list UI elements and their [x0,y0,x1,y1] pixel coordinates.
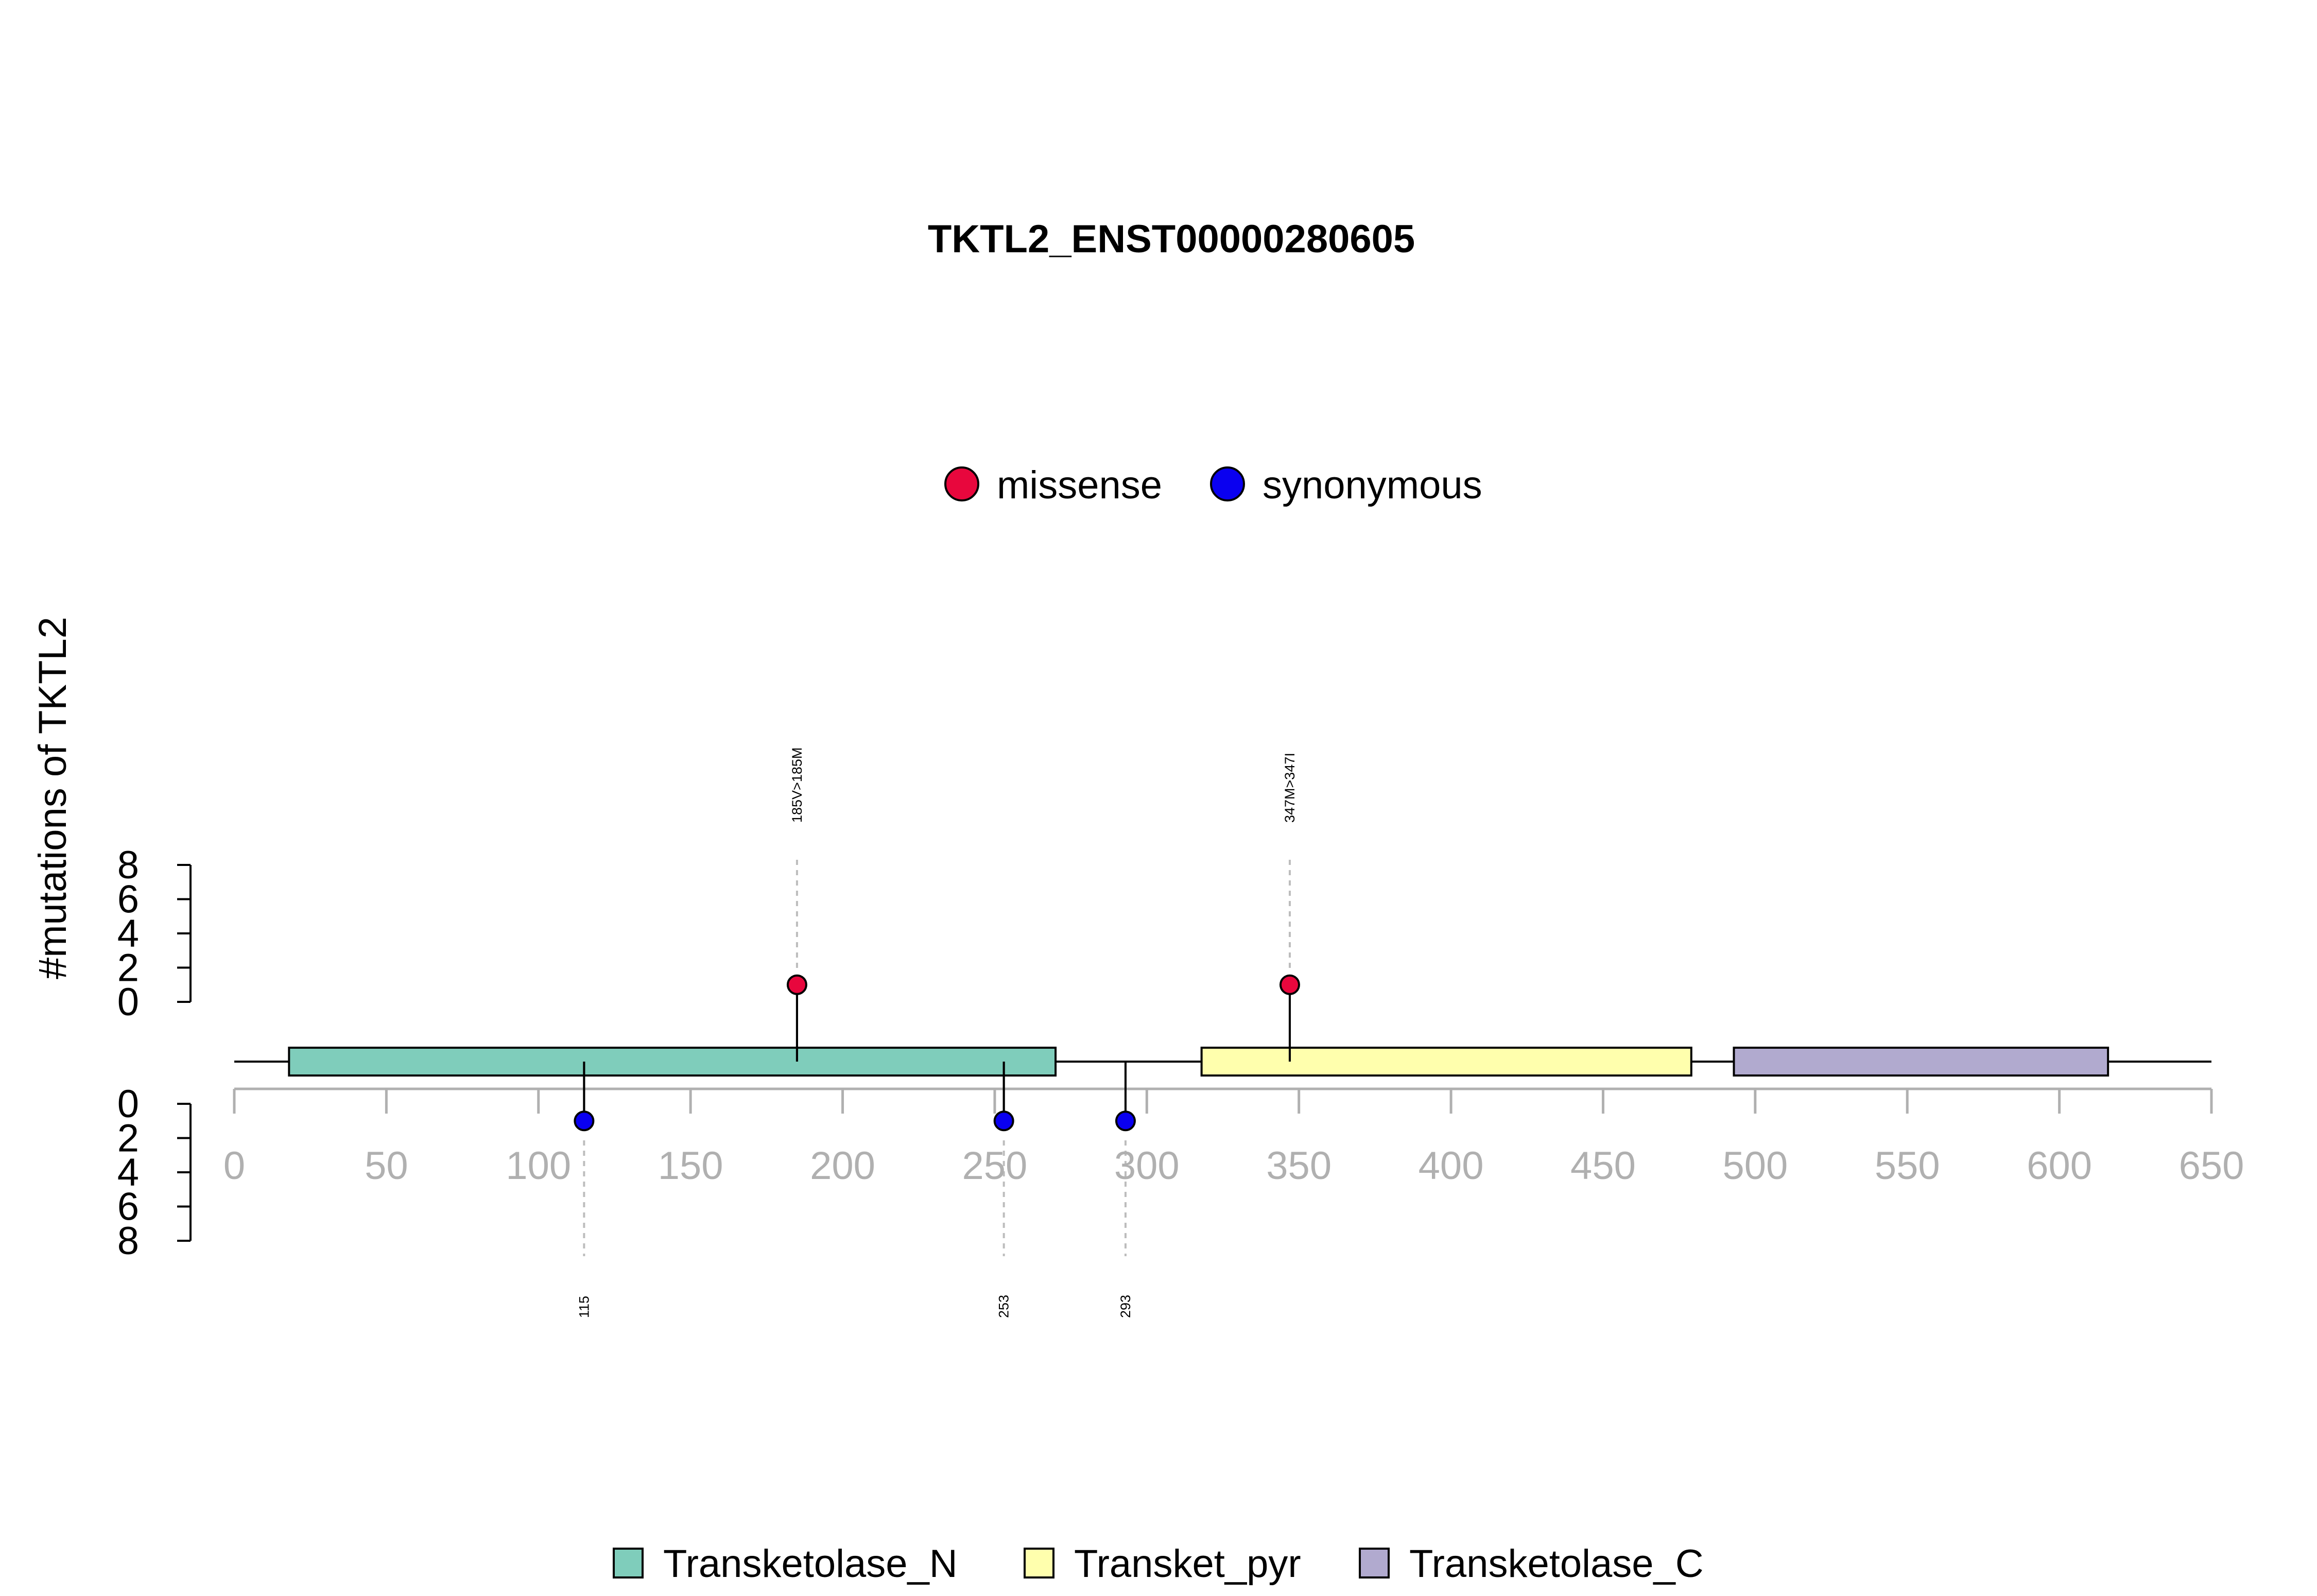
x-tick-label: 550 [1875,1144,1940,1188]
x-tick-label: 300 [1114,1144,1180,1188]
x-tick-label: 350 [1266,1144,1332,1188]
legend-swatch-Transket_pyr [1024,1548,1054,1578]
y-tick-label-bottom: 6 [117,1185,139,1229]
domain-Transketolase_N [288,1047,1057,1077]
x-tick-label: 600 [2027,1144,2092,1188]
y-tick-label-bottom: 4 [117,1151,139,1194]
mutation-lollipops [574,974,1300,1132]
mutation-legend: missense synonymous [944,463,1482,507]
legend-swatch-Transketolase_N [613,1548,644,1578]
domain-Transket_pyr [1200,1047,1692,1077]
chart-title: TKTL2_ENST00000280605 [928,217,1415,261]
domain-legend: Transketolase_N Transket_pyr Transketolase… [613,1542,1704,1586]
mutation-label-top: 347M>347I [1282,753,1298,823]
mutation-guides [583,860,1291,1256]
legend-label-synonymous: synonymous [1263,463,1482,507]
mutation-label-bottom: 253 [996,1295,1012,1318]
legend-label-missense: missense [997,463,1162,507]
y-tick-label-bottom: 2 [117,1117,139,1160]
legend-label-Transketolase_C: Transketolase_C [1409,1542,1704,1586]
x-tick-label: 400 [1419,1144,1484,1188]
x-tick-label: 650 [2179,1144,2244,1188]
x-tick-label: 50 [365,1144,408,1188]
y-tick-label-bottom: 8 [117,1219,139,1263]
x-tick-label: 200 [810,1144,875,1188]
lollipop-head-synonymous [993,1111,1014,1132]
x-tick-label: 100 [506,1144,571,1188]
legend-swatch-missense [944,466,979,501]
x-tick-label: 150 [658,1144,723,1188]
x-tick-label: 250 [962,1144,1028,1188]
lollipop-head-synonymous [574,1111,595,1132]
legend-swatch-synonymous [1210,466,1245,501]
x-tick-label: 0 [223,1144,245,1188]
mutation-label-top: 185V>185M [789,748,805,823]
mutation-labels: 185V>185M 347M>347I 115 253 293 [576,748,1298,1318]
y-tick-label-bottom: 0 [117,1082,139,1126]
y-tick-label-top: 4 [117,912,139,956]
y-axis-label: #mutations of TKTL2 [31,617,75,979]
x-tick-label: 500 [1722,1144,1788,1188]
y-tick-label-top: 8 [117,843,139,887]
legend-label-Transketolase_N: Transketolase_N [663,1542,958,1586]
legend-swatch-Transketolase_C [1359,1548,1390,1578]
protein-domains [288,1047,2109,1077]
legend-label-Transket_pyr: Transket_pyr [1074,1542,1301,1586]
mutation-label-bottom: 293 [1118,1295,1133,1318]
domain-Transketolase_C [1733,1047,2109,1077]
y-tick-label-top: 6 [117,878,139,922]
lollipop-head-synonymous [1115,1111,1136,1132]
lollipop-head-missense [1279,974,1300,995]
x-tick-label: 450 [1570,1144,1636,1188]
mutation-label-bottom: 115 [576,1296,592,1318]
y-tick-label-top: 2 [117,946,139,990]
lollipop-head-missense [786,974,807,995]
x-axis: 0 50 100 150 200 250 300 350 400 450 500 550 600 650 [223,1087,2244,1188]
y-tick-label-top: 0 [117,980,139,1024]
